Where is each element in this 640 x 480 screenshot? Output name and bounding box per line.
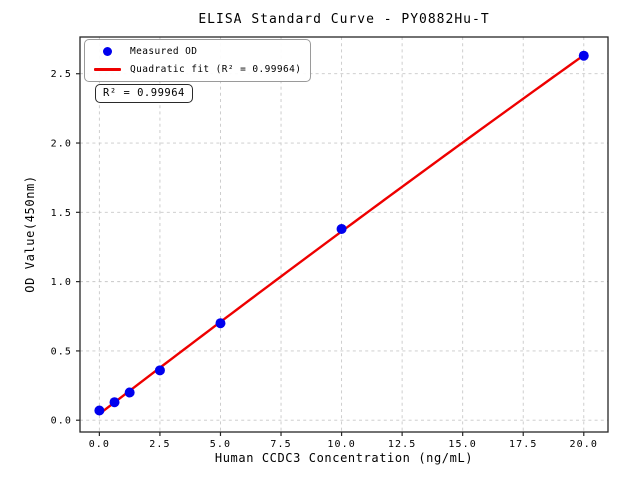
svg-text:1.5: 1.5 xyxy=(51,208,72,219)
red-line-icon xyxy=(93,67,121,71)
svg-text:2.0: 2.0 xyxy=(51,139,72,150)
grid-lines xyxy=(80,37,608,432)
svg-text:10.0: 10.0 xyxy=(327,439,355,450)
svg-text:1.0: 1.0 xyxy=(51,277,72,288)
line-marker-icon xyxy=(91,67,123,71)
scatter-marker-icon xyxy=(91,46,123,56)
x-axis-label: Human CCDC3 Concentration (ng/mL) xyxy=(214,451,474,465)
svg-text:20.0: 20.0 xyxy=(570,439,598,450)
axes-spines xyxy=(79,36,609,433)
r-squared-annotation: R² = 0.99964 xyxy=(95,84,193,103)
chart-title: ELISA Standard Curve - PY0882Hu-T xyxy=(198,12,490,27)
svg-text:2.5: 2.5 xyxy=(149,439,170,450)
legend-item-measured-od: Measured OD xyxy=(91,44,301,58)
axis-ticks: 0.0 2.5 5.0 7.5 10.0 12.5 15.0 17.5 20.0 0.0 0.5 1.… xyxy=(51,69,598,450)
svg-text:17.5: 17.5 xyxy=(509,439,537,450)
legend-label-measured-od: Measured OD xyxy=(130,45,198,57)
legend: Measured OD Quadratic fit (R² = 0.99964) xyxy=(84,39,312,82)
svg-text:0.5: 0.5 xyxy=(51,346,72,357)
y-axis-label: OD Value(450nm) xyxy=(23,175,37,293)
svg-text:2.5: 2.5 xyxy=(51,69,72,80)
svg-text:12.5: 12.5 xyxy=(388,439,416,450)
svg-text:0.0: 0.0 xyxy=(89,439,110,450)
svg-text:0.0: 0.0 xyxy=(51,416,72,427)
svg-text:15.0: 15.0 xyxy=(448,439,476,450)
svg-text:5.0: 5.0 xyxy=(210,439,231,450)
legend-item-quadratic-fit: Quadratic fit (R² = 0.99964) xyxy=(91,62,301,76)
blue-dot-icon xyxy=(102,46,112,56)
svg-text:7.5: 7.5 xyxy=(270,439,291,450)
data-points xyxy=(94,50,589,416)
legend-label-quadratic-fit: Quadratic fit (R² = 0.99964) xyxy=(130,63,302,75)
